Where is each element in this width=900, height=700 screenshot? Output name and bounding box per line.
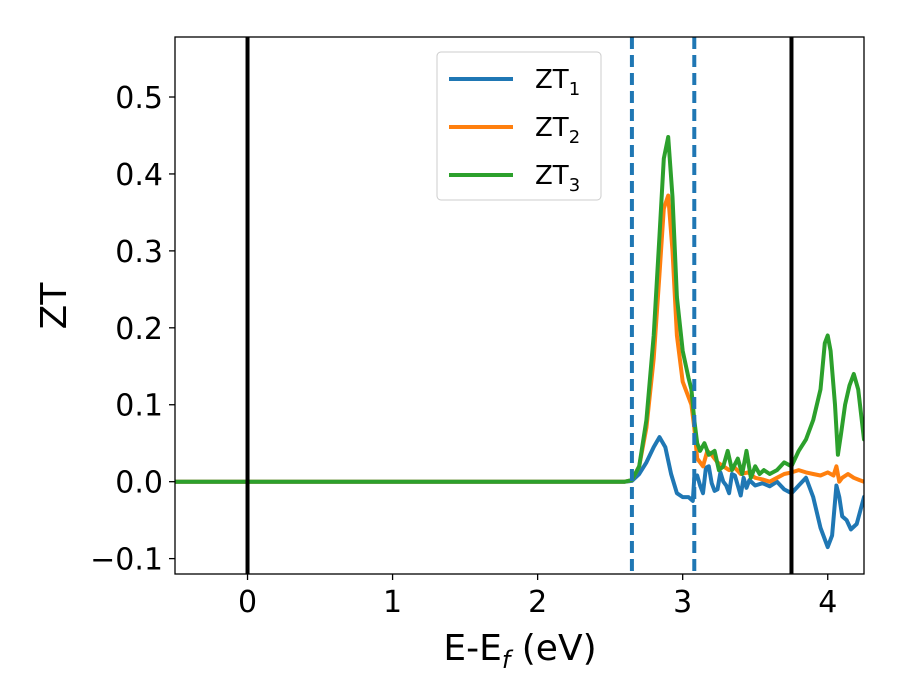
x-tick-label: 2 [528,585,547,620]
y-axis-label: ZT [34,282,75,330]
x-tick-label: 4 [818,585,837,620]
legend-label-zt1: ZT1 [535,65,580,100]
legend-box [436,51,602,201]
series-line-zt3 [175,135,864,484]
y-tick-label: 0.0 [115,466,163,501]
plot-area [175,37,864,574]
axes: 0 1 2 3 4 −0.1 0.0 0.1 0.2 0.3 0.4 0.5 [90,36,865,620]
x-tick-label: 1 [383,585,402,620]
legend-label-zt3: ZT3 [535,161,580,196]
x-axis-label-unit: (eV) [510,628,596,669]
plot-frame [174,36,865,575]
y-tick-label: 0.1 [115,389,163,424]
y-tick-label: 0.4 [115,158,163,193]
plot-content [175,37,864,574]
y-tick-label: 0.5 [115,81,163,116]
x-axis-label-main: E-E [443,628,501,669]
series-line-zt1 [175,435,864,550]
series-line-zt2 [175,193,864,484]
legend: ZT1 ZT2 ZT3 [436,51,602,201]
legend-label-zt2: ZT2 [535,113,580,148]
x-tick-label: 0 [238,585,257,620]
y-tick-label: −0.1 [90,543,163,578]
x-axis-label: E-Ef (eV) [443,628,596,674]
y-tick-label: 0.2 [115,312,163,347]
y-tick-label: 0.3 [115,235,163,270]
x-tick-label: 3 [673,585,692,620]
